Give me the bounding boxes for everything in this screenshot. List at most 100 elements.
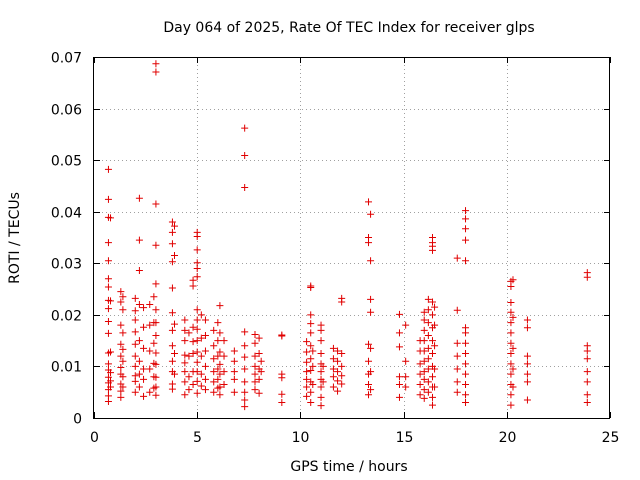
data-point — [424, 331, 432, 339]
data-point — [507, 282, 515, 290]
data-point — [462, 339, 470, 347]
data-point — [230, 388, 238, 396]
data-point — [181, 316, 189, 324]
data-point — [216, 370, 224, 378]
y-tick-label: 0.07 — [51, 51, 82, 67]
data-point — [307, 399, 315, 407]
data-point — [241, 396, 249, 404]
data-point — [185, 373, 193, 381]
x-tick-label: 25 — [602, 430, 620, 446]
data-point — [214, 337, 222, 345]
data-point — [251, 378, 259, 386]
data-point — [181, 337, 189, 345]
data-point — [257, 368, 265, 376]
data-point — [168, 309, 176, 317]
data-point — [119, 345, 127, 353]
data-point — [152, 373, 160, 381]
data-point — [135, 357, 143, 365]
data-point — [251, 370, 259, 378]
data-point — [365, 340, 373, 348]
data-point — [216, 329, 224, 337]
data-point — [193, 316, 201, 324]
data-point — [241, 152, 249, 160]
data-point — [424, 319, 432, 327]
data-point — [117, 288, 125, 296]
data-point — [168, 240, 176, 248]
data-point — [367, 257, 375, 265]
data-point — [210, 368, 218, 376]
data-point — [117, 387, 125, 395]
data-point — [104, 195, 112, 203]
data-point — [317, 402, 325, 410]
data-point — [424, 344, 432, 352]
data-point — [131, 352, 139, 360]
data-point — [241, 388, 249, 396]
data-point — [424, 388, 432, 396]
data-point — [197, 370, 205, 378]
data-point — [523, 324, 531, 332]
data-point — [507, 370, 515, 378]
data-point — [416, 380, 424, 388]
data-point — [241, 342, 249, 350]
data-point — [230, 357, 238, 365]
data-point — [428, 311, 436, 319]
data-point — [453, 306, 461, 314]
data-point — [220, 368, 228, 376]
data-point — [462, 207, 470, 215]
data-point — [431, 383, 439, 391]
data-point — [241, 378, 249, 386]
data-point — [329, 365, 337, 373]
data-point — [117, 340, 125, 348]
data-point — [319, 362, 327, 370]
data-point — [193, 273, 201, 281]
data-point — [131, 377, 139, 385]
data-point — [181, 351, 189, 359]
data-point — [395, 380, 403, 388]
data-point — [338, 298, 346, 306]
data-point — [220, 352, 228, 360]
data-point — [170, 222, 178, 230]
data-point — [146, 347, 154, 355]
data-point — [367, 210, 375, 218]
data-point — [152, 306, 160, 314]
data-point — [152, 241, 160, 249]
data-point — [453, 352, 461, 360]
data-point — [119, 383, 127, 391]
data-point — [104, 305, 112, 313]
data-point — [462, 236, 470, 244]
data-point — [367, 368, 375, 376]
data-point — [193, 358, 201, 366]
data-point — [365, 357, 373, 365]
data-point — [307, 284, 315, 292]
data-point — [210, 326, 218, 334]
data-point — [307, 342, 315, 350]
data-point — [307, 320, 315, 328]
data-point — [416, 391, 424, 399]
data-point — [462, 360, 470, 368]
data-point — [278, 399, 286, 407]
y-tick-label: 0.05 — [51, 154, 82, 170]
data-point — [365, 391, 373, 399]
data-point — [135, 236, 143, 244]
data-point — [104, 360, 112, 368]
data-point — [131, 362, 139, 370]
data-point — [424, 295, 432, 303]
data-point — [152, 360, 160, 368]
data-point — [181, 368, 189, 376]
data-point — [104, 329, 112, 337]
data-point — [338, 380, 346, 388]
data-point — [507, 360, 515, 368]
data-point — [365, 239, 373, 247]
data-point — [523, 352, 531, 360]
data-point — [307, 311, 315, 319]
x-tick-label: 20 — [499, 430, 517, 446]
data-point — [334, 368, 342, 376]
data-point — [507, 319, 515, 327]
data-point — [509, 344, 517, 352]
data-point — [317, 368, 325, 376]
data-point — [119, 373, 127, 381]
data-point — [583, 391, 591, 399]
data-point — [197, 382, 205, 390]
data-point — [453, 254, 461, 262]
data-point — [152, 319, 160, 327]
